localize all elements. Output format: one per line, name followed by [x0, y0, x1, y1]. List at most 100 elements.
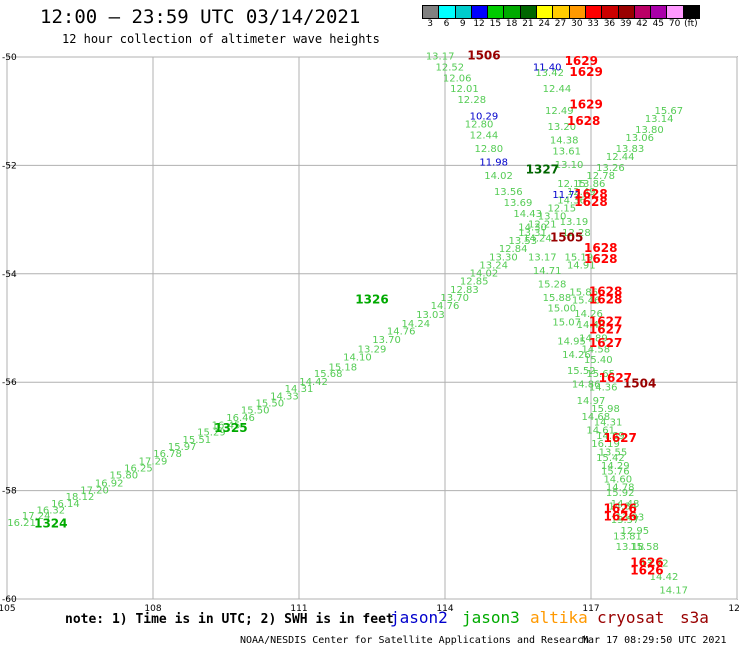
wave-height-value: 14.31 — [594, 418, 623, 429]
wave-height-value: 14.30 — [518, 222, 547, 233]
wave-height-value: 13.55 — [599, 447, 628, 458]
colorbar-cell — [682, 5, 701, 19]
wave-height-value: 13.06 — [625, 133, 654, 144]
wave-height-value: 14.61 — [586, 426, 615, 437]
colorbar-label: 36 — [603, 19, 616, 29]
legend-jason2: jason2 — [390, 608, 448, 627]
colorbar-label: 39 — [619, 19, 632, 29]
wave-height-value: 12.84 — [499, 244, 528, 255]
wave-height-value: 15.46 — [572, 296, 601, 307]
wave-height-value: 13.29 — [358, 344, 387, 355]
wave-height-value: 12.78 — [586, 171, 615, 182]
wave-height-value: 14.31 — [285, 384, 314, 395]
colorbar-label: 45 — [652, 19, 665, 29]
wave-height-value: 13.03 — [416, 310, 445, 321]
wave-height-value: 14.42 — [299, 377, 328, 388]
pass-time-label: 1629 — [569, 97, 602, 111]
wave-height-value: 12.15 — [557, 179, 586, 190]
pass-time-label: 1505 — [550, 230, 583, 244]
wave-height-value: 14.38 — [550, 136, 579, 147]
colorbar-label: 24 — [538, 19, 550, 29]
x-tick-label: 108 — [144, 604, 161, 614]
wave-height-value: 13.83 — [616, 144, 645, 155]
wave-height-value: 15.00 — [547, 304, 576, 315]
pass-time-label: 1626 — [630, 555, 663, 569]
wave-height-value: 11.98 — [479, 157, 508, 168]
legend-cryosat: cryosat — [597, 608, 665, 627]
legend-altika: altika — [530, 608, 588, 627]
wave-height-value: 13.10 — [555, 160, 584, 171]
pass-time-label: 1628 — [589, 293, 622, 307]
wave-height-value: 14.68 — [582, 412, 611, 423]
wave-height-value: 14.49 — [577, 320, 606, 331]
wave-height-value: 17.24 — [22, 511, 51, 522]
wave-height-value: 13.14 — [645, 114, 674, 125]
wave-height-value: 13.70 — [372, 335, 401, 346]
wave-height-value: 12.83 — [450, 285, 479, 296]
pass-time-label: 1628 — [574, 187, 607, 201]
wave-height-value: 14.42 — [650, 572, 679, 583]
wave-height-value: 11.72 — [552, 190, 581, 201]
pass-time-label: 1327 — [526, 163, 559, 177]
pass-time-label: 1627 — [603, 431, 636, 445]
wave-height-value: 12.44 — [470, 130, 499, 141]
wave-height-value: 15.92 — [606, 488, 635, 499]
y-tick-label: -60 — [2, 595, 17, 605]
wave-height-value: 13.31 — [518, 228, 547, 239]
colorbar-label: 15 — [489, 19, 502, 29]
pass-time-label: 1628 — [589, 284, 622, 298]
wave-height-value: 12.80 — [465, 119, 494, 130]
wave-height-value: 12.49 — [567, 187, 596, 198]
credit-text: NOAA/NESDIS Center for Satellite Applica… — [240, 635, 590, 646]
colorbar-label: 12 — [473, 19, 485, 29]
wave-height-value: 16.14 — [51, 499, 80, 510]
wave-height-value: 12.01 — [450, 84, 479, 95]
wave-height-value: 16.45 — [212, 420, 241, 431]
wave-height-value: 14.76 — [387, 327, 416, 338]
wave-height-value: 12.44 — [543, 84, 572, 95]
x-tick-label: 114 — [436, 604, 453, 614]
pass-time-label: 1504 — [623, 377, 656, 391]
pass-time-label: 1627 — [589, 336, 622, 350]
wave-height-value: 15.98 — [591, 404, 620, 415]
wave-height-value: 14.26 — [574, 309, 603, 320]
pass-time-label: 1629 — [569, 65, 602, 79]
wave-height-value: 16.19 — [591, 439, 620, 450]
wave-height-value: 16.92 — [95, 478, 124, 489]
wave-height-value: 13.20 — [547, 122, 576, 133]
wave-height-value: 15.86 — [569, 287, 598, 298]
y-tick-label: -50 — [2, 53, 17, 63]
wave-height-value: 14.36 — [589, 382, 618, 393]
wave-height-value: 14.69 — [596, 431, 625, 442]
pass-time-label: 1628 — [567, 114, 600, 128]
wave-height-value: 12.80 — [474, 144, 503, 155]
pass-time-label: 1325 — [214, 421, 247, 435]
wave-height-value: 12.44 — [606, 152, 635, 163]
wave-height-value: 13.18 — [616, 542, 645, 553]
pass-time-label: 1629 — [565, 54, 598, 68]
wave-height-value: 15.18 — [328, 362, 357, 373]
timestamp: Mar 17 08:29:50 UTC 2021 — [582, 635, 727, 646]
wave-height-value: 13.61 — [552, 147, 581, 158]
colorbar-label: 6 — [443, 19, 450, 29]
pass-time-label: 1628 — [584, 252, 617, 266]
wave-height-value: 12.95 — [620, 526, 649, 537]
colorbar-label: 9 — [459, 19, 466, 29]
wave-height-value: 13.26 — [596, 163, 625, 174]
wave-height-value: 13.42 — [535, 68, 564, 79]
colorbar-label: 21 — [522, 19, 534, 29]
wave-height-value: 14.26 — [562, 350, 591, 361]
wave-height-value: 15.40 — [584, 355, 613, 366]
wave-height-value: 13.70 — [440, 293, 469, 304]
wave-height-value: 15.50 — [241, 406, 270, 417]
legend-s3a: s3a — [680, 608, 709, 627]
wave-height-value: 12.06 — [443, 73, 472, 84]
wave-height-value: 14.43 — [513, 209, 542, 220]
wave-height-value: 14.97 — [577, 396, 606, 407]
wave-height-value: 13.57 — [611, 515, 640, 526]
wave-height-value: 15.65 — [586, 369, 615, 380]
wave-height-value: 13.72 — [640, 558, 669, 569]
colorbar-label: (ft) — [684, 19, 698, 29]
pass-time-label: 1626 — [603, 509, 636, 523]
x-tick-label: 111 — [290, 604, 307, 614]
